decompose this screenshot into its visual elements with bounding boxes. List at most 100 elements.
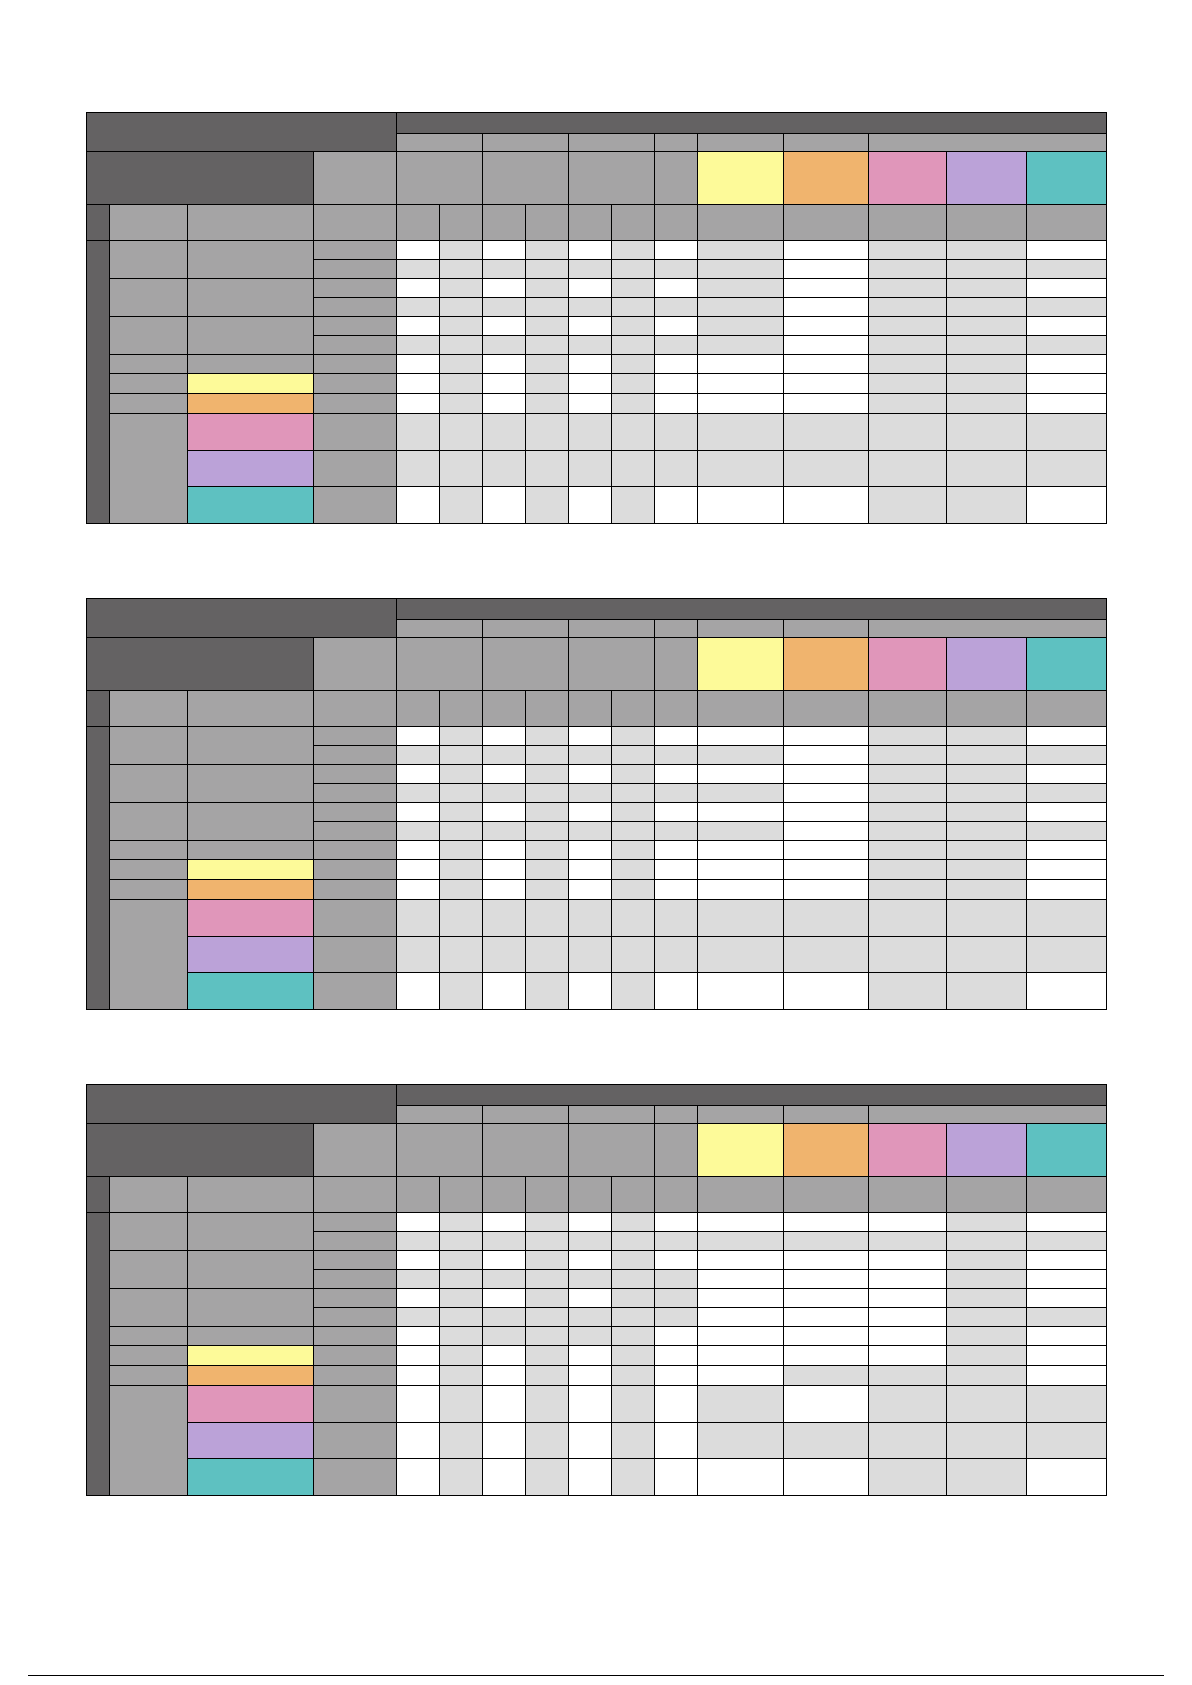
matrix-cell xyxy=(946,1250,1027,1270)
matrix-cell xyxy=(654,840,698,860)
matrix-cell xyxy=(396,1250,440,1270)
row-code-cell xyxy=(313,783,397,803)
row-code-cell xyxy=(313,859,397,880)
matrix-cell xyxy=(568,1288,612,1308)
matrix-cell xyxy=(482,726,526,746)
row-group-3 xyxy=(109,1288,188,1327)
matrix-cell xyxy=(946,335,1027,355)
matrix-cell xyxy=(439,840,483,860)
row-group-4 xyxy=(109,1326,188,1346)
row-group-7 xyxy=(109,1385,188,1496)
matrix-cell xyxy=(525,745,569,765)
row-code-cell xyxy=(313,1212,397,1232)
row-code-cell xyxy=(313,972,397,1010)
matrix-cell xyxy=(568,936,612,973)
matrix-cell xyxy=(482,259,526,279)
matrix-cell xyxy=(482,1288,526,1308)
matrix-cell xyxy=(868,450,947,487)
row-item-orange xyxy=(187,393,314,414)
matrix-cell xyxy=(482,240,526,260)
matrix-cell xyxy=(439,764,483,784)
matrix-cell xyxy=(697,1326,784,1346)
matrix-cell xyxy=(868,335,947,355)
matrix-cell xyxy=(611,802,655,822)
matrix-cell xyxy=(611,335,655,355)
matrix-cell xyxy=(783,1307,869,1327)
top-header-band xyxy=(395,598,1108,620)
matrix-cell xyxy=(439,859,483,880)
matrix-cell xyxy=(525,297,569,317)
matrix-cell xyxy=(868,297,947,317)
matrix-cell xyxy=(482,802,526,822)
matrix-cell xyxy=(946,450,1027,487)
row-code-cell xyxy=(313,450,397,487)
matrix-cell xyxy=(396,879,440,900)
matrix-cell xyxy=(868,413,947,451)
matrix-cell xyxy=(568,486,612,524)
matrix-cell xyxy=(654,278,698,298)
matrix-cell xyxy=(525,821,569,841)
matrix-cell xyxy=(611,1288,655,1308)
matrix-cell xyxy=(946,259,1027,279)
matrix-cell xyxy=(783,764,869,784)
matrix-cell xyxy=(439,1422,483,1459)
matrix-cell xyxy=(868,1385,947,1423)
category-header-purple xyxy=(946,1123,1027,1177)
matrix-cell xyxy=(1025,1250,1108,1270)
subgroup-header-1 xyxy=(396,151,483,205)
matrix-cell xyxy=(946,486,1027,524)
matrix-cell xyxy=(611,1345,655,1366)
side-band xyxy=(86,240,110,524)
row-group-2 xyxy=(109,1250,188,1289)
matrix-cell xyxy=(783,297,869,317)
group-header-3 xyxy=(568,619,655,638)
matrix-cell xyxy=(525,1269,569,1289)
matrix-cell xyxy=(783,859,869,880)
matrix-cell xyxy=(946,726,1027,746)
matrix-cell xyxy=(783,840,869,860)
matrix-cell xyxy=(946,1365,1027,1386)
matrix-cell xyxy=(568,335,612,355)
matrix-cell xyxy=(946,859,1027,880)
matrix-cell xyxy=(654,1458,698,1496)
matrix-cell xyxy=(697,783,784,803)
category-header-orange xyxy=(783,1123,869,1177)
matrix-table-1 xyxy=(86,112,1108,524)
matrix-cell xyxy=(783,899,869,937)
matrix-cell xyxy=(396,450,440,487)
row-item-1 xyxy=(187,1212,314,1251)
matrix-cell xyxy=(568,259,612,279)
matrix-cell xyxy=(568,373,612,394)
matrix-cell xyxy=(439,413,483,451)
matrix-cell xyxy=(697,879,784,900)
category-header-orange xyxy=(783,151,869,205)
matrix-cell xyxy=(946,745,1027,765)
matrix-cell xyxy=(525,316,569,336)
category-header-purple xyxy=(946,637,1027,691)
matrix-cell xyxy=(1025,1326,1108,1346)
matrix-cell xyxy=(611,278,655,298)
matrix-cell xyxy=(783,1365,869,1386)
matrix-cell xyxy=(868,1345,947,1366)
matrix-cell xyxy=(1025,297,1108,317)
matrix-cell xyxy=(946,413,1027,451)
matrix-cell xyxy=(654,1307,698,1327)
row-item-purple xyxy=(187,936,314,973)
matrix-cell xyxy=(654,1269,698,1289)
group-header-7 xyxy=(867,1105,1108,1124)
row-item-4 xyxy=(187,1326,314,1346)
matrix-cell xyxy=(482,859,526,880)
column-header-item xyxy=(187,204,314,241)
column-header-5 xyxy=(568,1176,612,1213)
matrix-cell xyxy=(568,1458,612,1496)
matrix-cell xyxy=(654,240,698,260)
subgroup-header-3 xyxy=(568,1123,655,1177)
group-header-2 xyxy=(482,619,569,638)
matrix-cell xyxy=(525,899,569,937)
matrix-cell xyxy=(946,354,1027,374)
matrix-cell xyxy=(568,297,612,317)
matrix-cell xyxy=(482,278,526,298)
row-item-pink xyxy=(187,899,314,937)
subgroup-header-4 xyxy=(654,637,698,691)
matrix-cell xyxy=(396,1288,440,1308)
